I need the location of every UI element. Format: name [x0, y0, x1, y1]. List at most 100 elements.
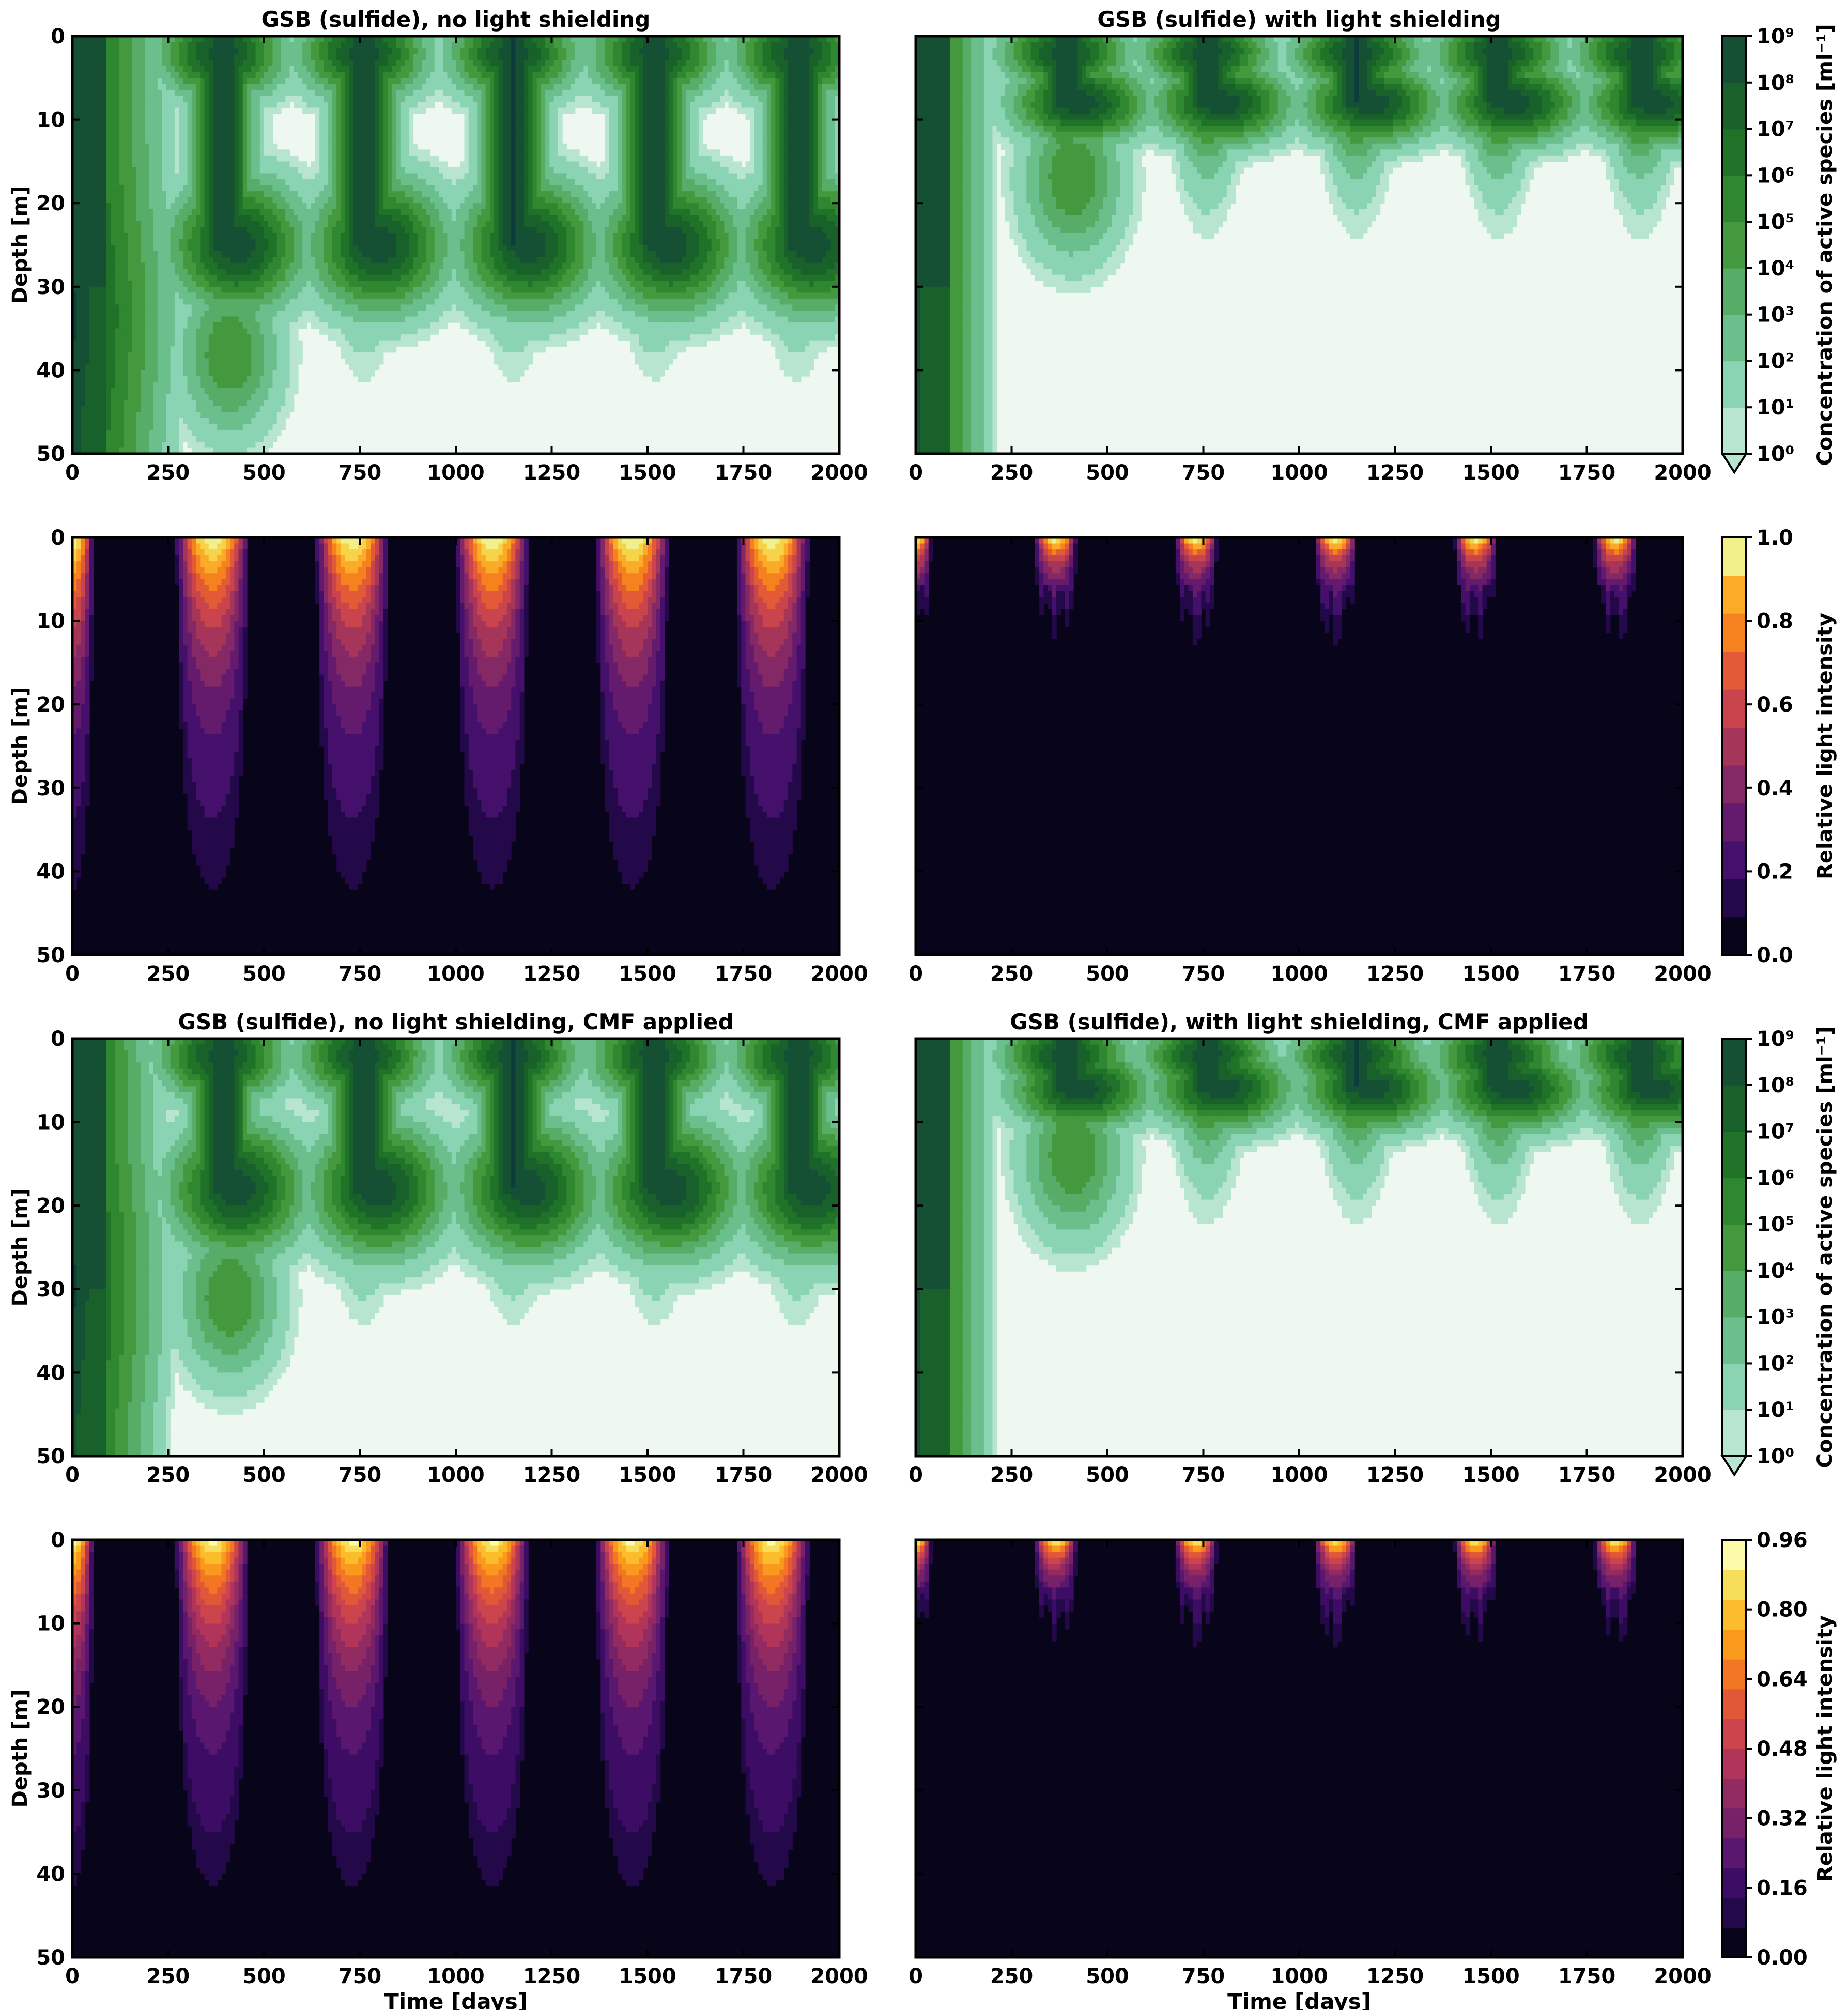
heatmap-cell	[208, 233, 213, 240]
heatmap-cell	[153, 221, 158, 227]
heatmap-cell	[128, 155, 133, 162]
heatmap-cell	[358, 233, 363, 240]
heatmap-cell	[268, 84, 273, 90]
heatmap-cell	[183, 72, 188, 79]
heatmap-cell	[102, 96, 107, 102]
heatmap-cell	[276, 370, 282, 377]
heatmap-cell	[213, 441, 218, 449]
heatmap-cell	[405, 221, 409, 227]
heatmap-cell	[255, 298, 260, 305]
heatmap-cell	[217, 400, 222, 407]
heatmap-cell	[76, 352, 82, 359]
heatmap-cell	[349, 340, 354, 347]
heatmap-cell	[234, 54, 239, 60]
heatmap-cell	[383, 322, 388, 329]
heatmap-cell	[119, 370, 124, 377]
heatmap-cell	[358, 209, 363, 215]
heatmap-cell	[89, 36, 94, 43]
heatmap-cell	[102, 227, 107, 234]
heatmap-cell	[76, 364, 82, 370]
heatmap-cell	[230, 262, 235, 269]
heatmap-cell	[281, 173, 286, 180]
heatmap-cell	[183, 137, 188, 144]
heatmap-cell	[128, 42, 133, 49]
heatmap-cell	[242, 197, 248, 204]
heatmap-cell	[234, 101, 239, 109]
heatmap-cell	[85, 334, 90, 341]
heatmap-cell	[76, 203, 82, 210]
heatmap-cell	[106, 126, 111, 132]
heatmap-cell	[336, 131, 341, 138]
heatmap-cell	[208, 382, 213, 389]
heatmap-cell	[234, 167, 239, 174]
heatmap-cell	[200, 376, 205, 383]
heatmap-cell	[247, 107, 252, 114]
heatmap-cell	[396, 42, 401, 49]
heatmap-cell	[345, 143, 350, 150]
heatmap-cell	[204, 388, 209, 395]
heatmap-cell	[268, 429, 273, 436]
heatmap-cell	[115, 310, 120, 317]
heatmap-cell	[111, 36, 116, 43]
heatmap-cell	[115, 251, 120, 257]
heatmap-cell	[371, 281, 375, 287]
heatmap-cell	[405, 137, 409, 144]
heatmap-cell	[272, 197, 278, 204]
heatmap-cell	[234, 269, 239, 275]
heatmap-cell	[128, 298, 133, 305]
heatmap-cell	[187, 185, 192, 192]
heatmap-cell	[276, 269, 282, 275]
heatmap-cell	[349, 227, 354, 234]
heatmap-cell	[191, 364, 196, 370]
heatmap-cell	[400, 274, 405, 281]
heatmap-cell	[336, 227, 341, 234]
heatmap-cell	[136, 358, 141, 365]
heatmap-cell	[268, 42, 273, 49]
heatmap-cell	[396, 334, 401, 341]
heatmap-cell	[242, 436, 248, 442]
heatmap-cell	[281, 424, 286, 430]
heatmap-cell	[170, 251, 175, 257]
heatmap-cell	[332, 66, 337, 72]
heatmap-cell	[371, 167, 375, 174]
heatmap-cell	[123, 370, 128, 377]
heatmap-cell	[409, 119, 414, 126]
heatmap-cell	[392, 119, 397, 126]
heatmap-cell	[76, 137, 82, 144]
heatmap-cell	[362, 78, 367, 84]
heatmap-cell	[174, 334, 179, 341]
heatmap-cell	[276, 89, 282, 97]
heatmap-cell	[405, 167, 409, 174]
heatmap-cell	[157, 143, 162, 150]
heatmap-cell	[76, 54, 82, 60]
heatmap-cell	[200, 286, 205, 293]
heatmap-cell	[166, 364, 171, 370]
heatmap-cell	[106, 239, 111, 245]
heatmap-cell	[140, 161, 145, 168]
heatmap-cell	[76, 412, 82, 419]
heatmap-cell	[187, 101, 192, 109]
heatmap-cell	[349, 161, 354, 168]
heatmap-cell	[213, 119, 218, 126]
heatmap-cell	[162, 149, 166, 156]
heatmap-cell	[204, 274, 209, 281]
heatmap-cell	[76, 334, 82, 341]
heatmap-cell	[183, 227, 188, 234]
heatmap-cell	[379, 173, 384, 180]
heatmap-cell	[119, 89, 124, 97]
heatmap-cell	[328, 221, 333, 227]
heatmap-cell	[362, 209, 367, 215]
heatmap-cell	[81, 304, 86, 311]
heatmap-cell	[191, 42, 196, 49]
heatmap-cell	[358, 346, 363, 353]
heatmap-cell	[221, 191, 226, 198]
heatmap-cell	[234, 388, 239, 395]
heatmap-cell	[115, 107, 120, 114]
heatmap-cell	[149, 316, 154, 323]
heatmap-cell	[85, 346, 90, 353]
heatmap-cell	[366, 78, 371, 84]
heatmap-cell	[106, 233, 111, 240]
heatmap-cell	[89, 352, 94, 359]
heatmap-cell	[102, 131, 107, 138]
heatmap-cell	[259, 262, 265, 269]
